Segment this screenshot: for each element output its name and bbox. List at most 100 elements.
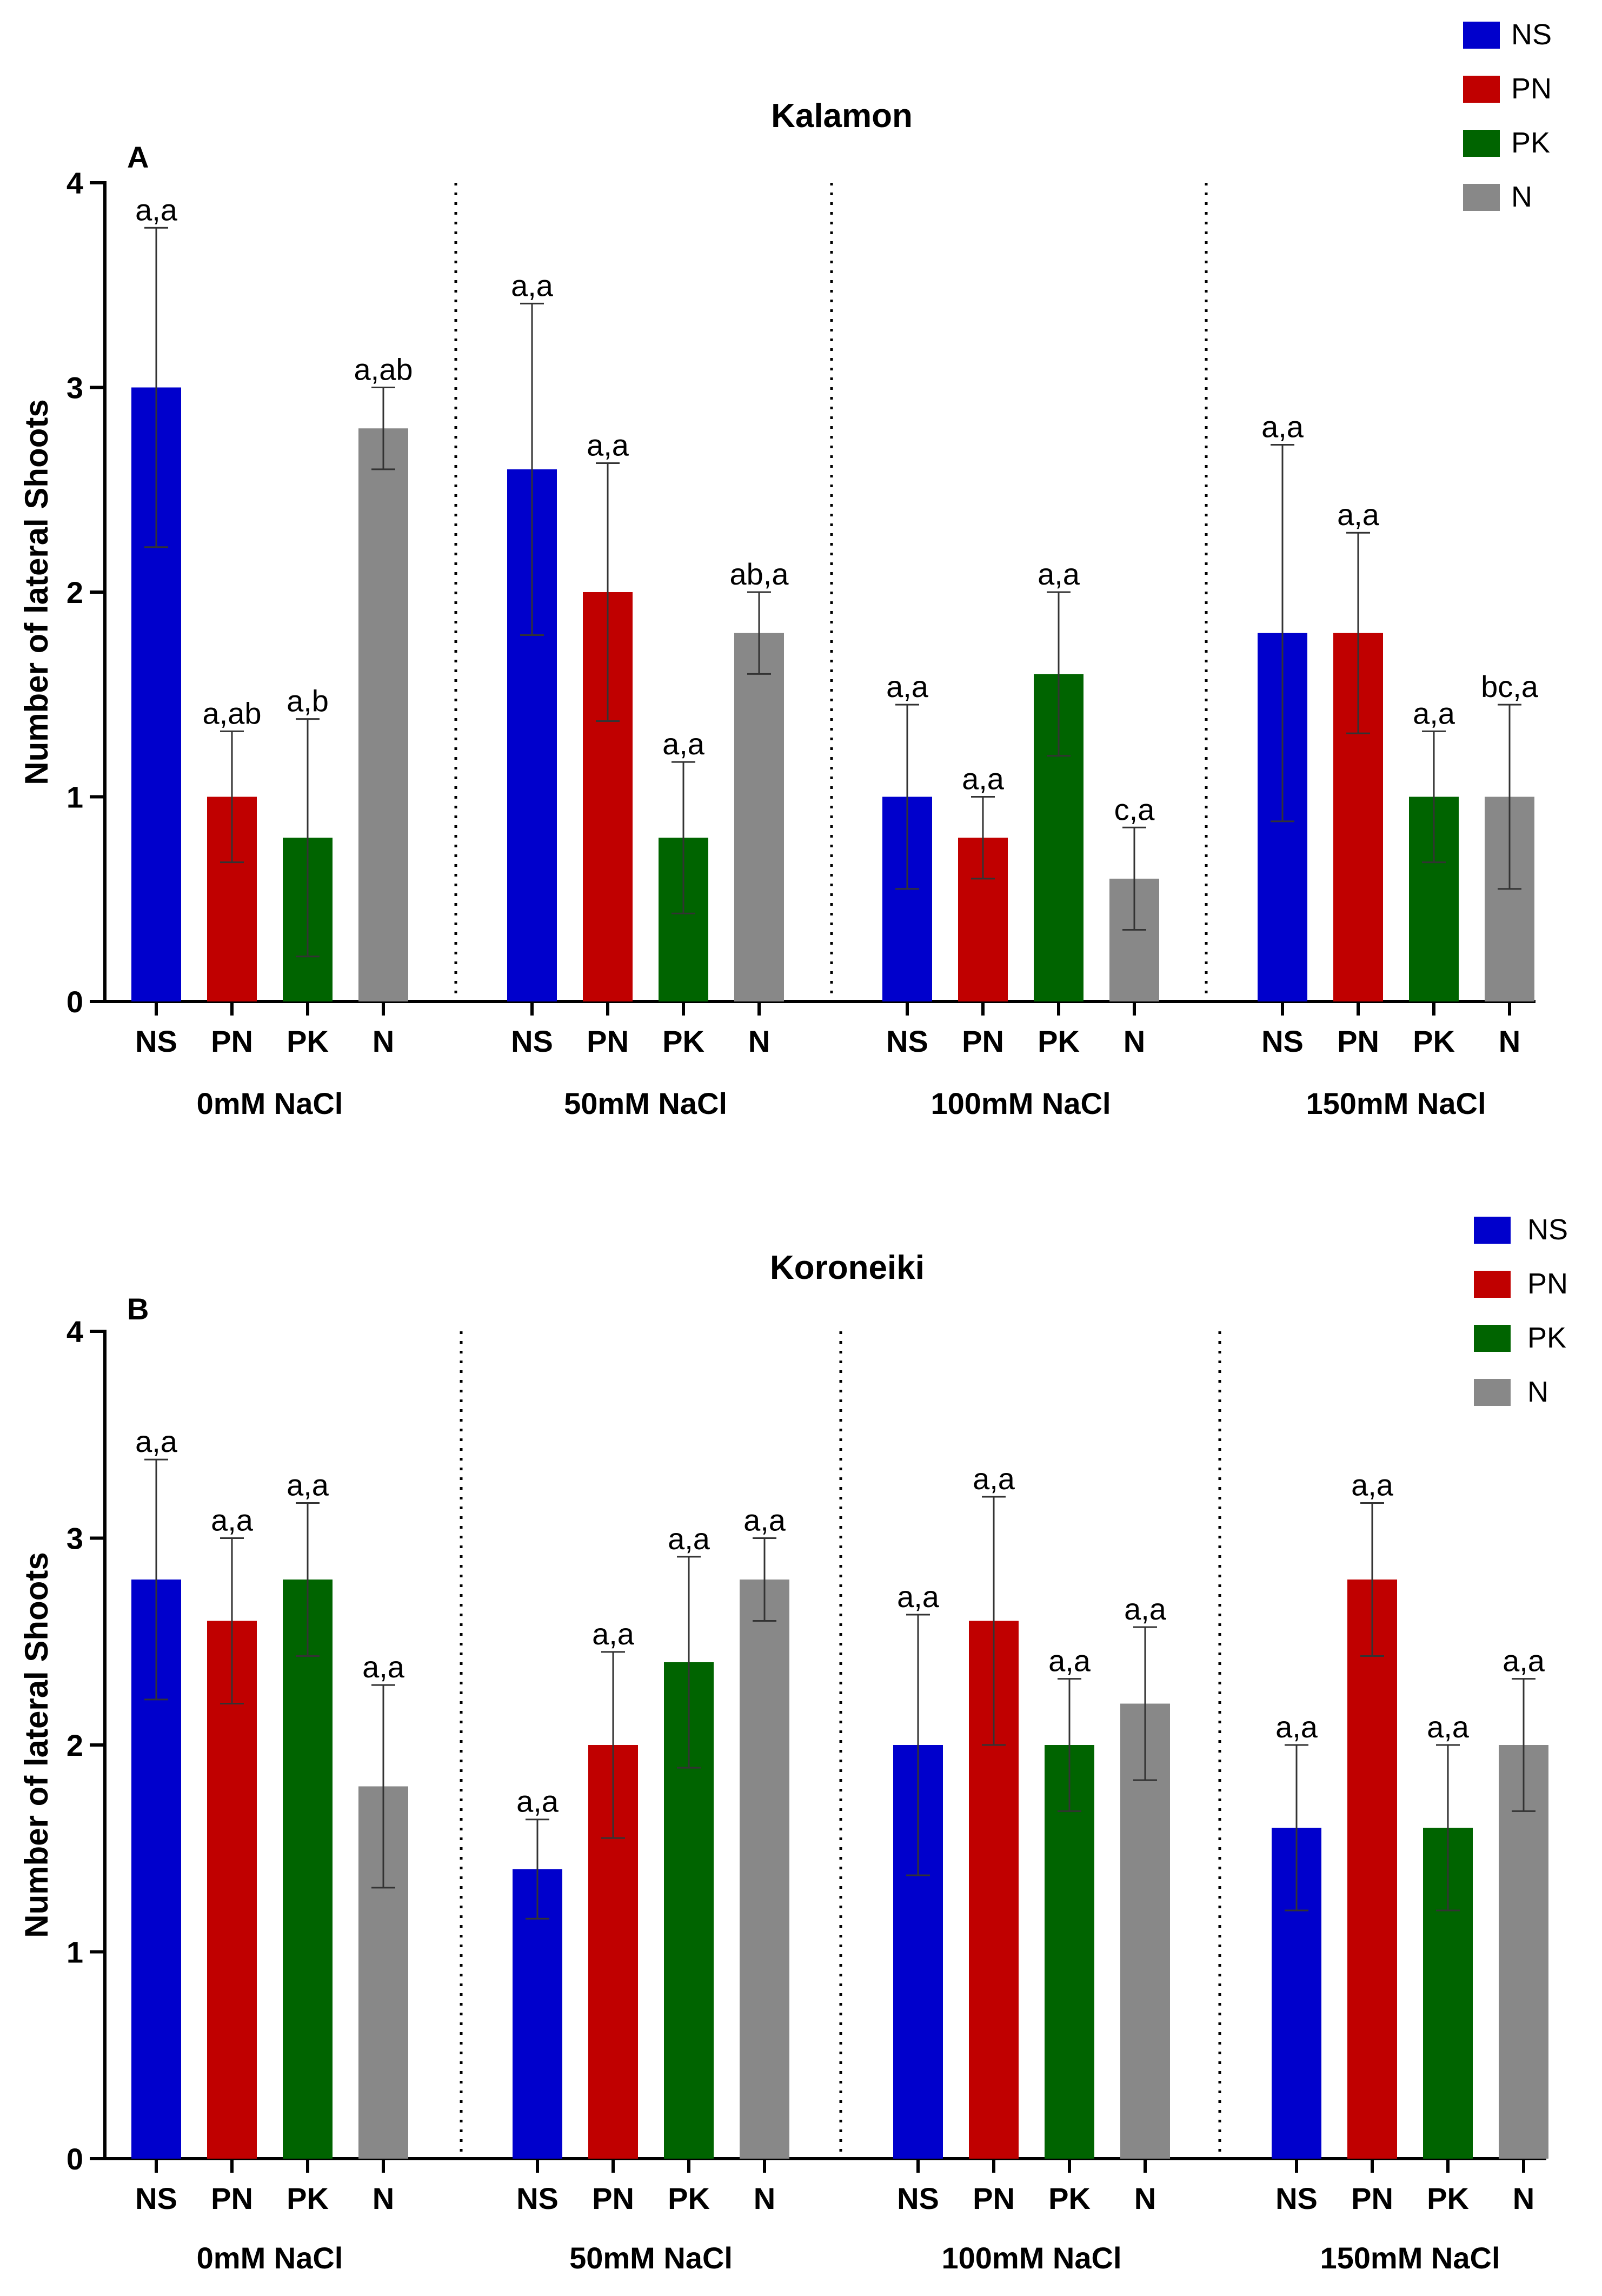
- y-tick-label: 3: [67, 1522, 83, 1556]
- y-tick-label: 2: [67, 575, 83, 609]
- y-tick-label: 0: [67, 985, 83, 1019]
- group-label: 100mM NaCl: [930, 1086, 1111, 1120]
- legend-swatch-ns: [1463, 22, 1500, 49]
- panel-a-kalamon: Kalamon A Number of lateral Shoots 0 1 2 3 4 a,a…: [18, 18, 1552, 1120]
- significance-label: a,a: [135, 1424, 178, 1458]
- group-label: 150mM NaCl: [1320, 2241, 1500, 2275]
- x-category-label: NS: [135, 1024, 177, 1058]
- significance-label: a,a: [1427, 1710, 1470, 1744]
- significance-label: a,ab: [354, 353, 413, 387]
- significance-label: a,a: [973, 1462, 1015, 1496]
- y-tick-label: 3: [67, 371, 83, 405]
- x-category-label: PK: [1038, 1024, 1080, 1058]
- x-category-label: NS: [1261, 1024, 1304, 1058]
- x-category-label: PK: [662, 1024, 704, 1058]
- significance-label: a,a: [1048, 1644, 1091, 1678]
- group-label: 0mM NaCl: [197, 1086, 343, 1120]
- x-category-label: NS: [1275, 2181, 1318, 2215]
- y-tick-label: 4: [67, 166, 83, 200]
- significance-label: a,a: [668, 1522, 710, 1556]
- significance-label: a,a: [135, 193, 178, 227]
- bar-pn: [1347, 1580, 1397, 2159]
- y-axis-label: Number of lateral Shoots: [18, 399, 55, 785]
- significance-label: a,a: [516, 1784, 559, 1819]
- significance-label: bc,a: [1481, 669, 1539, 704]
- x-category-label: N: [373, 2181, 394, 2215]
- x-category-label: NS: [897, 2181, 939, 2215]
- x-category-label: PN: [587, 1024, 629, 1058]
- significance-label: a,a: [1351, 1468, 1394, 1502]
- legend-swatch-pk: [1463, 130, 1500, 157]
- x-category-label: N: [754, 2181, 775, 2215]
- legend-label: NS: [1511, 18, 1552, 51]
- x-category-label: PN: [592, 2181, 634, 2215]
- bar-pk: [1045, 1745, 1094, 2159]
- significance-label: a,a: [511, 268, 554, 302]
- legend-label: N: [1511, 181, 1532, 213]
- y-axis-label: Number of lateral Shoots: [18, 1552, 55, 1937]
- legend-label: PK: [1527, 1322, 1566, 1354]
- significance-label: a,a: [1503, 1644, 1545, 1678]
- bar-pn: [207, 1621, 257, 2159]
- panel-b-koroneiki: Koroneiki B Number of lateral Shoots 0 1 2 3 4 a…: [18, 1213, 1568, 2275]
- significance-label: a,ab: [203, 696, 262, 730]
- significance-label: a,a: [897, 1580, 940, 1614]
- bar-n: [1499, 1745, 1548, 2159]
- group-label: 50mM NaCl: [564, 1086, 727, 1120]
- x-category-label: PN: [962, 1024, 1004, 1058]
- x-category-label: PK: [668, 2181, 710, 2215]
- bar-n: [358, 428, 408, 1002]
- significance-label: a,a: [287, 1468, 329, 1502]
- bar-pk: [283, 1580, 333, 2159]
- legend-swatch-pk: [1474, 1325, 1511, 1352]
- significance-label: a,a: [1275, 1710, 1318, 1744]
- x-category-label: N: [748, 1024, 770, 1058]
- x-category-label: PN: [973, 2181, 1015, 2215]
- y-tick-label: 2: [67, 1728, 83, 1762]
- legend-label: NS: [1527, 1213, 1568, 1246]
- significance-label: a,a: [962, 762, 1005, 796]
- x-category-label: NS: [135, 2181, 177, 2215]
- group-label: 150mM NaCl: [1306, 1086, 1486, 1120]
- x-category-label: PN: [1337, 1024, 1379, 1058]
- x-category-label: N: [1124, 1024, 1145, 1058]
- legend-swatch-ns: [1474, 1217, 1511, 1244]
- x-category-label: N: [373, 1024, 394, 1058]
- group-label: 50mM NaCl: [569, 2241, 733, 2275]
- x-category-label: PK: [287, 2181, 329, 2215]
- significance-label: a,a: [662, 727, 705, 761]
- significance-label: a,a: [211, 1503, 254, 1537]
- x-category-label: PN: [1351, 2181, 1393, 2215]
- x-category-label: N: [1513, 2181, 1534, 2215]
- x-category-label: PK: [1413, 1024, 1455, 1058]
- group-label: 0mM NaCl: [197, 2241, 343, 2275]
- x-category-label: PK: [287, 1024, 329, 1058]
- significance-label: a,a: [1038, 557, 1080, 591]
- significance-label: a,a: [1413, 696, 1455, 730]
- legend-label: PN: [1511, 72, 1552, 105]
- legend-swatch-pn: [1463, 76, 1500, 103]
- legend-swatch-n: [1463, 184, 1500, 211]
- x-category-label: NS: [516, 2181, 559, 2215]
- panel-letter: B: [127, 1292, 149, 1326]
- significance-label: a,a: [592, 1617, 635, 1651]
- legend-swatch-pn: [1474, 1271, 1511, 1298]
- legend-label: N: [1527, 1376, 1548, 1408]
- bar-n: [740, 1580, 789, 2159]
- x-category-label: PN: [211, 2181, 253, 2215]
- significance-label: ab,a: [730, 557, 789, 591]
- x-category-label: N: [1134, 2181, 1156, 2215]
- y-tick-label: 0: [67, 2142, 83, 2176]
- significance-label: a,a: [1337, 497, 1380, 532]
- legend-swatch-n: [1474, 1379, 1511, 1406]
- significance-label: a,a: [743, 1503, 786, 1537]
- x-category-label: PN: [211, 1024, 253, 1058]
- legend-label: PN: [1527, 1268, 1568, 1300]
- x-category-label: NS: [511, 1024, 553, 1058]
- y-tick-label: 1: [67, 1935, 83, 1969]
- significance-label: a,a: [362, 1650, 405, 1684]
- significance-label: c,a: [1114, 792, 1155, 826]
- y-tick-label: 4: [67, 1315, 83, 1349]
- legend-label: PK: [1511, 127, 1550, 159]
